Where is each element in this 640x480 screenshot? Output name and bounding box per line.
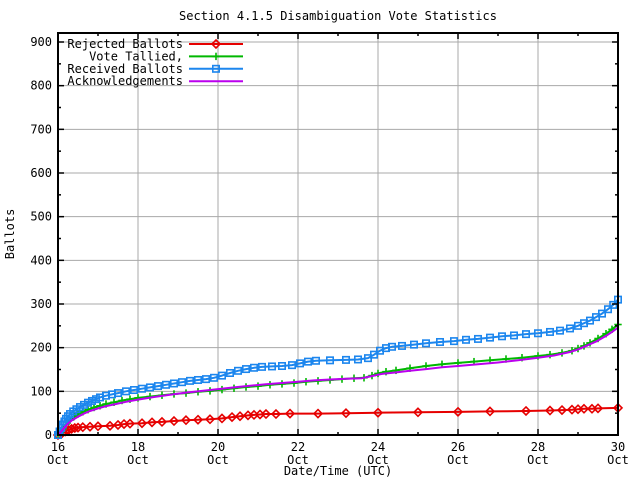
chart-title: Section 4.1.5 Disambiguation Vote Statis… — [179, 9, 497, 23]
x-tick-label-month: Oct — [367, 453, 389, 467]
series-acknowledgements — [57, 326, 619, 436]
legend-label: Received Ballots — [67, 62, 183, 76]
x-tick-label-day: 30 — [611, 440, 625, 454]
legend-label: Acknowledgements — [67, 74, 183, 88]
y-tick-label: 0 — [45, 428, 52, 442]
y-tick-label: 400 — [30, 253, 52, 267]
y-tick-label: 500 — [30, 210, 52, 224]
tick-labels: 010020030040050060070080090016Oct18Oct20… — [30, 35, 629, 467]
data-series — [52, 295, 624, 441]
x-tick-label-day: 18 — [131, 440, 145, 454]
legend-item-received-ballots: Received Ballots — [67, 62, 243, 76]
gridlines — [57, 33, 619, 436]
markers-received-ballots — [53, 295, 622, 439]
x-tick-label-day: 28 — [531, 440, 545, 454]
y-tick-label: 600 — [30, 166, 52, 180]
y-tick-label: 900 — [30, 35, 52, 49]
x-tick-label-day: 22 — [291, 440, 305, 454]
x-tick-label-day: 16 — [51, 440, 65, 454]
y-tick-label: 300 — [30, 297, 52, 311]
y-tick-label: 800 — [30, 79, 52, 93]
legend-label: Rejected Ballots — [67, 37, 183, 51]
x-tick-label-day: 26 — [451, 440, 465, 454]
x-tick-label-day: 20 — [211, 440, 225, 454]
legend-label: Vote Tallied, — [89, 49, 183, 63]
x-tick-label-day: 24 — [371, 440, 385, 454]
series-received-ballots — [53, 295, 622, 439]
x-tick-label-month: Oct — [607, 453, 629, 467]
x-tick-label-month: Oct — [207, 453, 229, 467]
legend-item-vote-tallied: Vote Tallied, — [89, 49, 243, 63]
plot-frame — [57, 32, 619, 436]
y-tick-label: 200 — [30, 341, 52, 355]
legend-item-acknowledgements: Acknowledgements — [67, 74, 243, 88]
x-tick-label-month: Oct — [447, 453, 469, 467]
y-tick-label: 100 — [30, 384, 52, 398]
y-tick-label: 700 — [30, 122, 52, 136]
x-tick-label-month: Oct — [47, 453, 69, 467]
x-tick-label-month: Oct — [127, 453, 149, 467]
legend-item-rejected-ballots: Rejected Ballots — [67, 37, 243, 51]
y-axis-label: Ballots — [3, 209, 17, 260]
x-tick-label-month: Oct — [287, 453, 309, 467]
x-axis-label: Date/Time (UTC) — [284, 464, 392, 478]
x-tick-label-month: Oct — [527, 453, 549, 467]
